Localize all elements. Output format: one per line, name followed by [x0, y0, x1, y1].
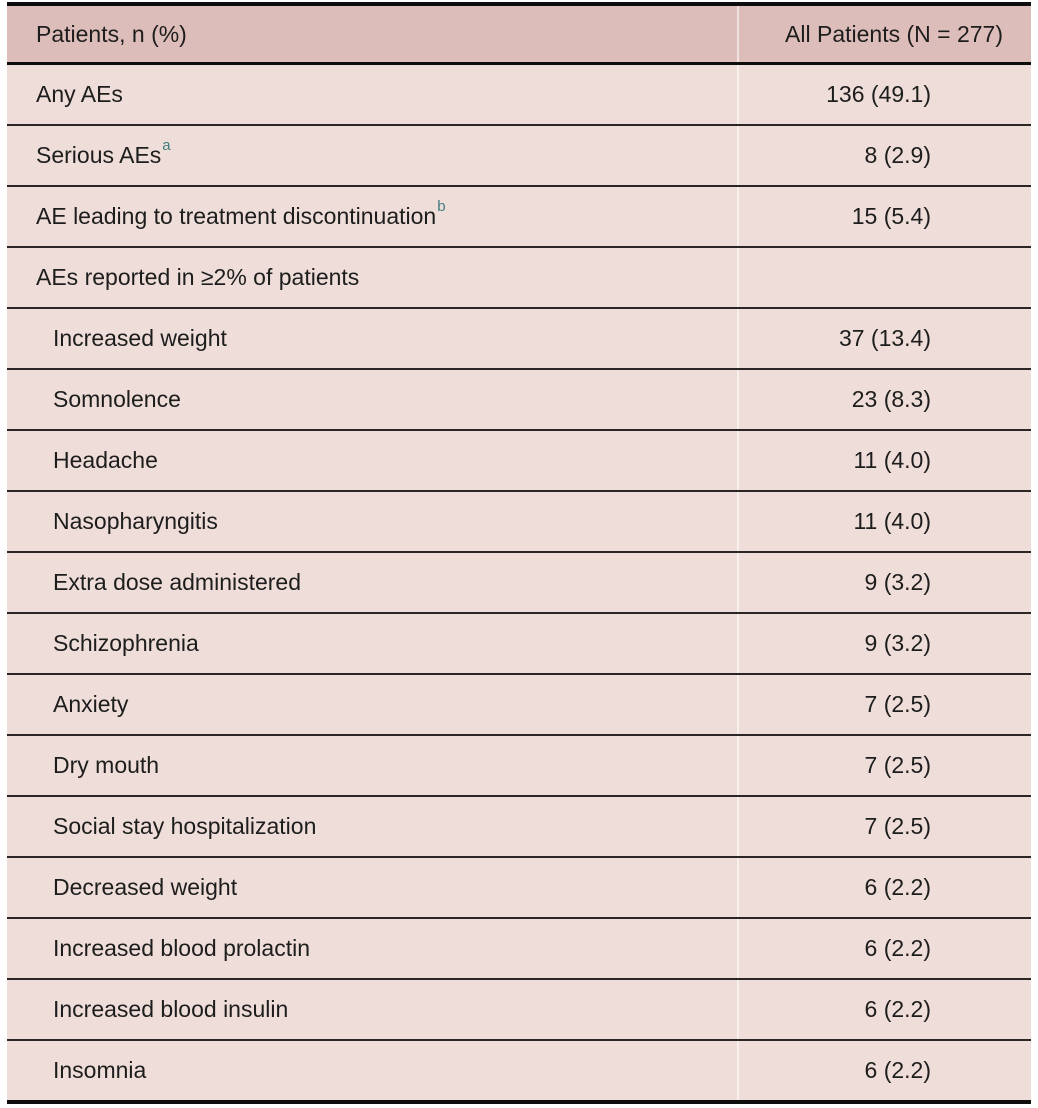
row-label: Increased weight — [7, 309, 737, 368]
table-row: Extra dose administered 9 (3.2) — [7, 553, 1031, 614]
table-row: Anxiety 7 (2.5) — [7, 675, 1031, 736]
table-row: AE leading to treatment discontinuationb… — [7, 187, 1031, 248]
row-label-text: AE leading to treatment discontinuation — [36, 203, 436, 229]
row-value: 6 (2.2) — [737, 980, 1031, 1039]
row-label: Any AEs — [7, 65, 737, 124]
row-value: 136 (49.1) — [737, 65, 1031, 124]
row-label-text: Nasopharyngitis — [53, 508, 218, 534]
row-label: Increased blood insulin — [7, 980, 737, 1039]
table-row: Increased weight 37 (13.4) — [7, 309, 1031, 370]
table-row: Decreased weight 6 (2.2) — [7, 858, 1031, 919]
row-label-text: Increased blood insulin — [53, 996, 288, 1022]
table-header-row: Patients, n (%) All Patients (N = 277) — [7, 6, 1031, 65]
row-value: 6 (2.2) — [737, 858, 1031, 917]
adverse-events-table: Patients, n (%) All Patients (N = 277) A… — [7, 2, 1031, 1104]
row-label-text: Social stay hospitalization — [53, 813, 316, 839]
table-row: AEs reported in ≥2% of patients — [7, 248, 1031, 309]
row-label-text: Decreased weight — [53, 874, 237, 900]
row-label-text: Extra dose administered — [53, 569, 301, 595]
row-label: Extra dose administered — [7, 553, 737, 612]
row-label-text: Increased blood prolactin — [53, 935, 310, 961]
row-value: 8 (2.9) — [737, 126, 1031, 185]
row-label: Somnolence — [7, 370, 737, 429]
footnote-marker: a — [162, 137, 170, 154]
row-label-text: Insomnia — [53, 1057, 146, 1083]
column-header-all-patients: All Patients (N = 277) — [737, 6, 1031, 62]
row-label-text: Anxiety — [53, 691, 128, 717]
row-label: Increased blood prolactin — [7, 919, 737, 978]
table-row: Increased blood prolactin 6 (2.2) — [7, 919, 1031, 980]
row-label-text: Increased weight — [53, 325, 227, 351]
table-row: Headache 11 (4.0) — [7, 431, 1031, 492]
row-label: Decreased weight — [7, 858, 737, 917]
row-value: 11 (4.0) — [737, 431, 1031, 490]
table-row: Serious AEsa8 (2.9) — [7, 126, 1031, 187]
table-row: Nasopharyngitis 11 (4.0) — [7, 492, 1031, 553]
row-value: 15 (5.4) — [737, 187, 1031, 246]
row-label: Anxiety — [7, 675, 737, 734]
row-label: Social stay hospitalization — [7, 797, 737, 856]
table-row: Social stay hospitalization 7 (2.5) — [7, 797, 1031, 858]
row-value: 9 (3.2) — [737, 614, 1031, 673]
row-label-text: Schizophrenia — [53, 630, 199, 656]
row-label-text: Somnolence — [53, 386, 181, 412]
row-label-text: AEs reported in ≥2% of patients — [36, 264, 359, 290]
row-value: 7 (2.5) — [737, 675, 1031, 734]
row-label: Nasopharyngitis — [7, 492, 737, 551]
row-label: Insomnia — [7, 1041, 737, 1100]
table-row: Insomnia 6 (2.2) — [7, 1041, 1031, 1100]
column-header-patients: Patients, n (%) — [7, 6, 737, 62]
row-label-text: Serious AEs — [36, 142, 161, 168]
row-label: AEs reported in ≥2% of patients — [7, 248, 737, 307]
table-row: Increased blood insulin 6 (2.2) — [7, 980, 1031, 1041]
row-label: Schizophrenia — [7, 614, 737, 673]
row-value — [737, 248, 1031, 307]
row-value: 6 (2.2) — [737, 1041, 1031, 1100]
row-label-text: Any AEs — [36, 81, 123, 107]
row-value: 9 (3.2) — [737, 553, 1031, 612]
table-row: Dry mouth 7 (2.5) — [7, 736, 1031, 797]
row-value: 23 (8.3) — [737, 370, 1031, 429]
row-value: 37 (13.4) — [737, 309, 1031, 368]
table-row: Somnolence 23 (8.3) — [7, 370, 1031, 431]
row-label-text: Headache — [53, 447, 158, 473]
row-value: 7 (2.5) — [737, 797, 1031, 856]
row-value: 6 (2.2) — [737, 919, 1031, 978]
row-value: 11 (4.0) — [737, 492, 1031, 551]
row-label: AE leading to treatment discontinuationb — [7, 187, 737, 246]
row-value: 7 (2.5) — [737, 736, 1031, 795]
row-label: Dry mouth — [7, 736, 737, 795]
row-label-text: Dry mouth — [53, 752, 159, 778]
footnote-marker: b — [437, 198, 445, 215]
page: Patients, n (%) All Patients (N = 277) A… — [0, 0, 1038, 1108]
row-label: Serious AEsa — [7, 126, 737, 185]
table-row: Any AEs 136 (49.1) — [7, 65, 1031, 126]
table-body: Any AEs136 (49.1)Serious AEsa8 (2.9)AE l… — [7, 65, 1031, 1100]
table-row: Schizophrenia 9 (3.2) — [7, 614, 1031, 675]
row-label: Headache — [7, 431, 737, 490]
